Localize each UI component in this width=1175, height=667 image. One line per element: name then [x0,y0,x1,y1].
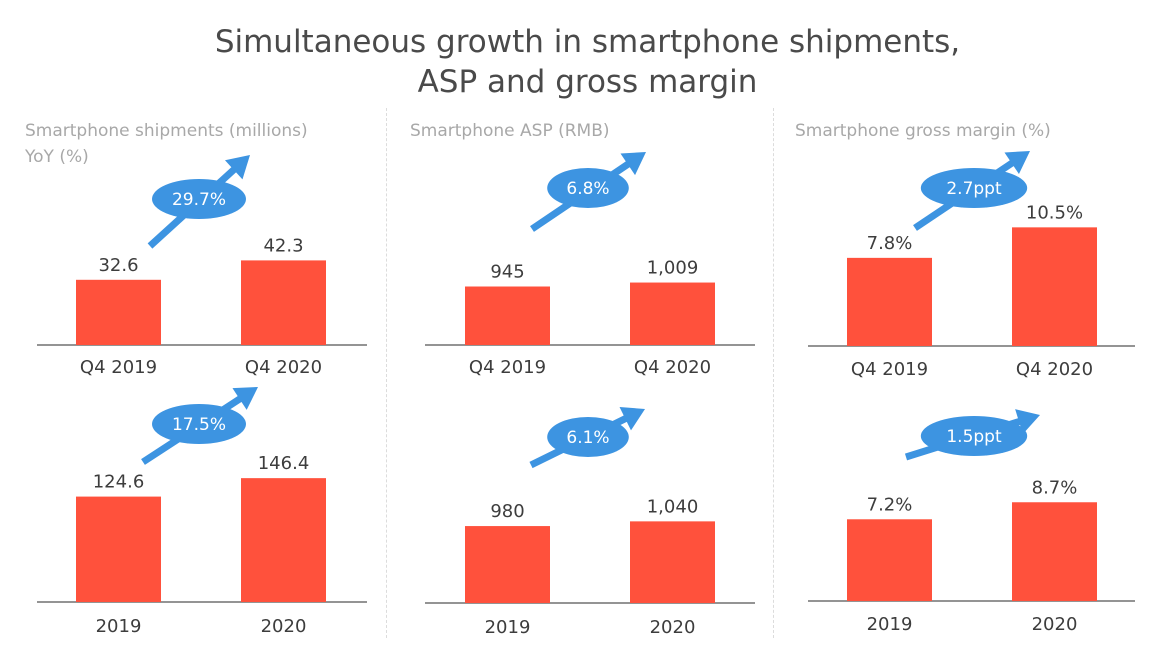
chart-2-growth-badge [547,168,629,208]
panel-divider-1 [386,108,387,638]
chart-6-bar-1 [847,519,932,601]
chart-5-bar-2 [630,521,715,603]
chart-5-category-label-1: 2019 [485,617,531,638]
chart-5-category-label-2: 2020 [650,617,696,638]
chart-2-value-label-1: 945 [490,262,524,283]
chart-5-growth-arrow-head [619,407,645,431]
chart-3-bar-2 [1012,227,1097,346]
chart-1-category-label-1: Q4 2019 [80,357,157,378]
chart-6-growth-label: 1.5ppt [946,427,1002,447]
chart-3-growth-badge [920,168,1028,208]
page-title: Simultaneous growth in smartphone shipme… [0,22,1175,102]
chart-2-bar-2 [630,282,715,345]
panel-title-shipments-line-1: Smartphone shipments (millions) [25,121,308,141]
panel-title-shipments: Smartphone shipments (millions) YoY (%) [25,118,308,170]
chart-1-growth-arrow-head [224,155,250,180]
chart-3-value-label-2: 10.5% [1026,202,1083,223]
chart-1-value-label-1: 32.6 [98,255,138,276]
chart-6-category-label-2: 2020 [1032,614,1078,635]
chart-6-value-label-1: 7.2% [867,494,913,515]
chart-2-growth-arrow-head [620,152,646,176]
title-line-2: ASP and gross margin [417,64,758,100]
chart-3-growth-arrow-head [1004,151,1030,175]
panel-title-asp-line-1: Smartphone ASP (RMB) [410,121,610,141]
chart-3-bar-1 [847,257,932,346]
chart-4-growth-badge [152,404,246,444]
panel-title-shipments-line-2: YoY (%) [25,147,89,167]
chart-4-category-label-2: 2020 [261,616,307,637]
chart-4-bar-2 [241,478,326,602]
panel-divider-2 [773,108,774,638]
chart-2-bar-1 [465,286,550,345]
chart-5-bar-1 [465,526,550,603]
chart-4-bar-1 [76,496,161,602]
chart-3-category-label-2: Q4 2020 [1016,359,1093,380]
chart-6-bar-2 [1012,502,1097,601]
title-line-1: Simultaneous growth in smartphone shipme… [214,24,961,60]
chart-1-growth-badge [152,179,246,219]
panel-title-gross-margin: Smartphone gross margin (%) [795,118,1051,144]
chart-6-growth-badge [920,416,1028,456]
chart-5-growth-badge [547,417,629,457]
chart-4-value-label-1: 124.6 [93,472,145,493]
chart-4-growth-label: 17.5% [172,415,226,435]
chart-2-category-label-1: Q4 2019 [469,357,546,378]
chart-2-growth-label: 6.8% [566,179,609,199]
chart-1-category-label-2: Q4 2020 [245,357,322,378]
chart-5-growth-label: 6.1% [566,428,609,448]
chart-5-value-label-1: 980 [490,501,524,522]
chart-2-category-label-2: Q4 2020 [634,357,711,378]
chart-3-growth-label: 2.7ppt [946,179,1002,199]
chart-4-value-label-2: 146.4 [258,453,310,474]
chart-3-category-label-1: Q4 2019 [851,359,928,380]
chart-3-value-label-1: 7.8% [867,233,913,254]
chart-1-bar-1 [76,279,161,345]
chart-2-value-label-2: 1,009 [647,258,699,279]
chart-6-value-label-2: 8.7% [1032,477,1078,498]
chart-1-bar-2 [241,260,326,345]
chart-4-growth-arrow-head [232,387,258,410]
chart-4-category-label-1: 2019 [96,616,142,637]
panel-title-gross-margin-line-1: Smartphone gross margin (%) [795,121,1051,141]
chart-1-growth-label: 29.7% [172,190,226,210]
chart-5-value-label-2: 1,040 [647,496,699,517]
chart-6-category-label-1: 2019 [867,614,913,635]
panel-title-asp: Smartphone ASP (RMB) [410,118,610,144]
chart-1-value-label-2: 42.3 [263,235,303,256]
